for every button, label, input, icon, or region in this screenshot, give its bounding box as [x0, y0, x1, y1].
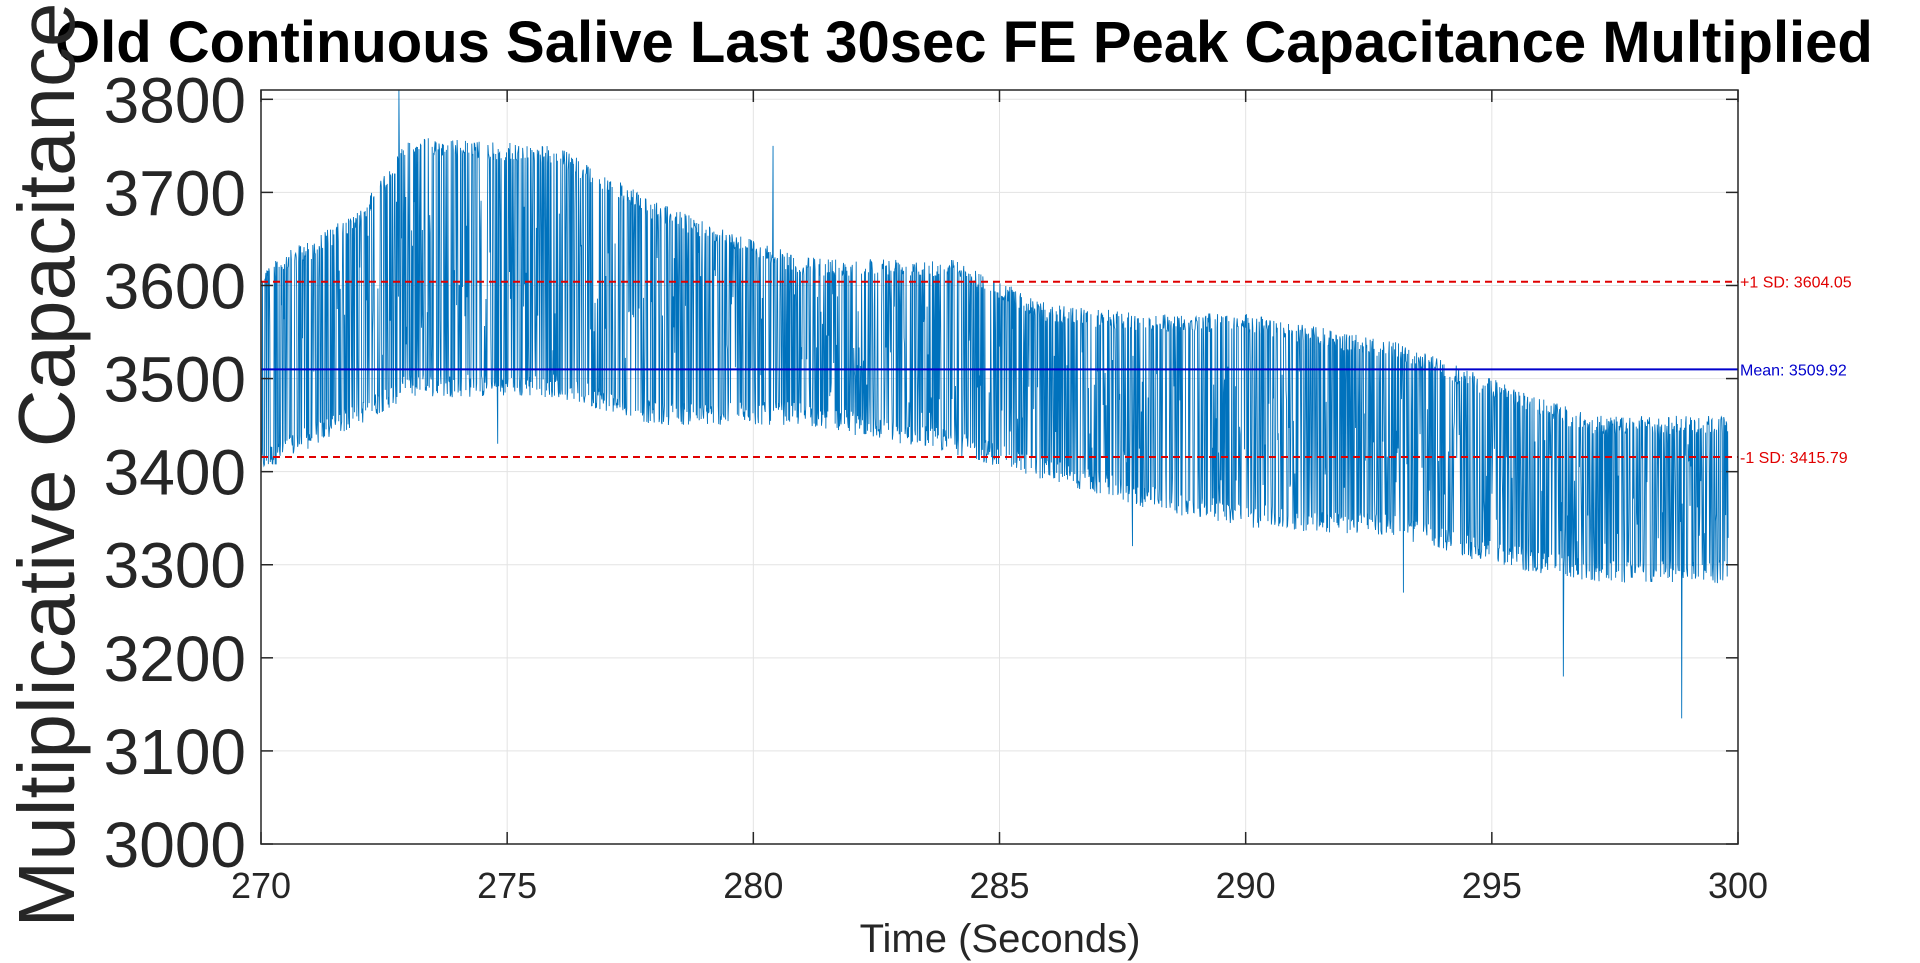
y-tick-label: 3400 [104, 437, 246, 509]
y-tick-label: 3600 [104, 250, 246, 322]
x-tick-label: 270 [231, 865, 291, 906]
minus-1sd-label: -1 SD: 3415.79 [1740, 450, 1848, 467]
x-tick-label: 285 [969, 865, 1029, 906]
capacitance-series [260, 89, 1729, 719]
x-tick-label: 300 [1708, 865, 1768, 906]
mean-label: Mean: 3509.92 [1740, 362, 1847, 379]
capacitance-trace [260, 89, 1729, 719]
y-tick-label: 3800 [104, 64, 246, 136]
reference-lines: +1 SD: 3604.05 Mean: 3509.92 -1 SD: 3415.7… [261, 275, 1852, 467]
x-tick-label: 275 [477, 865, 537, 906]
plus-1sd-label: +1 SD: 3604.05 [1740, 275, 1852, 292]
y-tick-label: 3500 [104, 344, 246, 416]
x-axis-label: Time (Seconds) [860, 917, 1141, 961]
x-tick-label: 295 [1462, 865, 1522, 906]
y-tick-label: 3700 [104, 157, 246, 229]
tick-labels: 270 275 280 285 290 295 300 3000 3100 3200 3300 340… [104, 64, 1768, 906]
y-tick-label: 3200 [104, 623, 246, 695]
chart-title: Old Continuous Salive Last 30sec FE Peak… [55, 10, 1873, 75]
y-axis-label: Multiplicative Capacitance [2, 3, 91, 928]
plot-axes [260, 89, 1739, 845]
x-tick-label: 290 [1216, 865, 1276, 906]
y-tick-label: 3000 [104, 809, 246, 881]
y-tick-label: 3300 [104, 530, 246, 602]
y-tick-label: 3100 [104, 716, 246, 788]
x-tick-label: 280 [723, 865, 783, 906]
